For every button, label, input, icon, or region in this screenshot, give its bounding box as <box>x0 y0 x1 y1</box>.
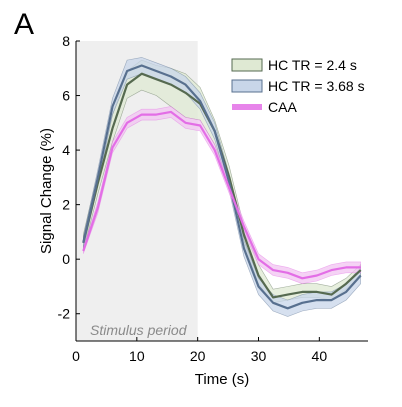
x-tick-label: 20 <box>190 348 206 364</box>
series-band-2 <box>83 106 362 285</box>
legend-swatch-1 <box>231 79 263 93</box>
y-tick-label: -2 <box>58 306 71 322</box>
x-tick-label: 0 <box>72 348 80 364</box>
stimulus-period-label: Stimulus period <box>90 322 188 338</box>
legend-entry-1: HC TR = 3.68 s <box>268 78 365 94</box>
y-tick-label: 0 <box>62 251 70 267</box>
legend-entry-0: HC TR = 2.4 s <box>268 57 357 73</box>
y-tick-label: 6 <box>62 88 70 104</box>
y-tick-label: 4 <box>62 142 70 158</box>
series-line-1 <box>82 64 362 310</box>
y-tick-label: 2 <box>62 197 70 213</box>
legend-swatch-0 <box>231 58 263 72</box>
x-tick-label: 10 <box>129 348 145 364</box>
x-tick-label: 40 <box>312 348 328 364</box>
panel-label: A <box>14 8 35 41</box>
legend-swatch-2 <box>232 104 262 110</box>
x-tick-label: 30 <box>251 348 267 364</box>
x-axis-label: Time (s) <box>195 371 249 388</box>
series-line-2 <box>82 110 361 280</box>
legend-entry-2: CAA <box>268 99 297 115</box>
y-axis-label: Signal Change (%) <box>38 128 55 254</box>
y-tick-label: 8 <box>62 33 70 49</box>
